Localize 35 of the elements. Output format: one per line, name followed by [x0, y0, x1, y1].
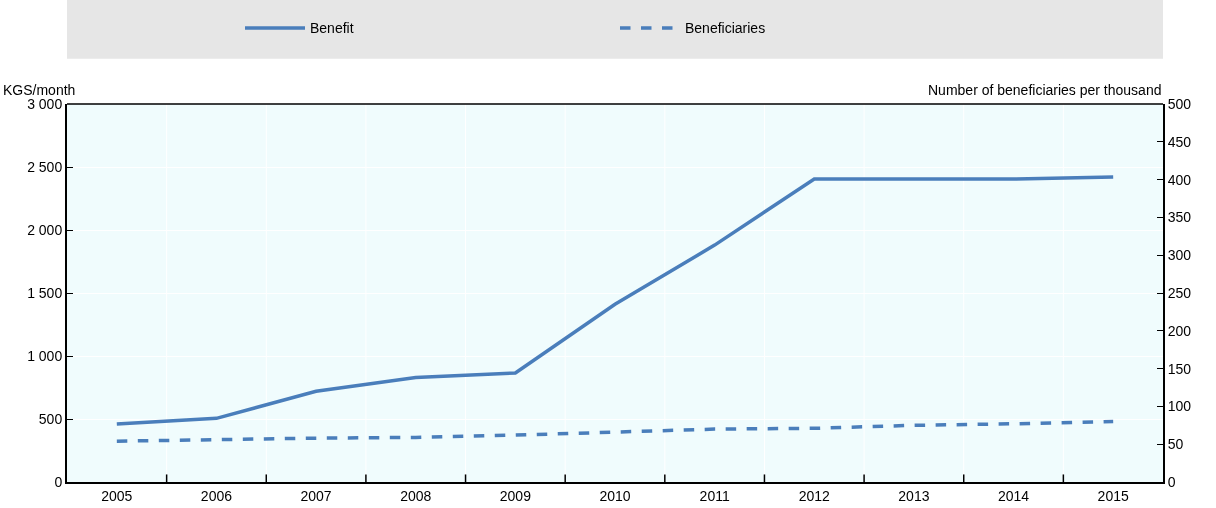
x-tick-label: 2009 — [499, 487, 532, 504]
x-tick-label: 2010 — [599, 487, 631, 504]
y-tick-label: 1 500 — [27, 284, 63, 301]
x-tick-label: 2005 — [101, 487, 133, 504]
y2-tick-label: 500 — [1167, 95, 1192, 112]
y-tick-label: 2 000 — [27, 221, 63, 238]
line-series — [115, 175, 1115, 426]
y2-tick-label: 350 — [1167, 209, 1192, 226]
legend-label: Beneficiaries — [685, 20, 766, 37]
x-tick-label: 2006 — [200, 487, 233, 504]
y2-tick-label: 150 — [1167, 360, 1192, 377]
y2-axis-title: Number of beneficiaries per thousand — [928, 82, 1162, 98]
x-tick-label: 2008 — [400, 487, 432, 504]
y-tick-label: 3 000 — [27, 95, 63, 112]
y2-tick-label: 50 — [1167, 436, 1184, 453]
x-tick-label: 2012 — [798, 487, 831, 504]
y-tick-label: 1 000 — [27, 347, 63, 364]
y2-tick-label: 450 — [1167, 133, 1192, 150]
y-tick-label: 0 — [54, 473, 63, 490]
x-tick-label: 2007 — [300, 487, 332, 504]
legend-label: Benefit — [310, 20, 354, 37]
y2-tick-label: 250 — [1167, 284, 1192, 301]
y2-tick-label: 0 — [1167, 473, 1176, 490]
x-tick-label: 2011 — [699, 487, 730, 504]
x-tick-label: 2015 — [1097, 487, 1129, 504]
x-tick-label: 2013 — [898, 487, 930, 504]
y-tick-label: 2 500 — [27, 158, 63, 175]
y2-tick-label: 100 — [1167, 398, 1192, 415]
y2-tick-label: 200 — [1167, 322, 1192, 339]
y2-tick-label: 300 — [1167, 247, 1192, 264]
y2-tick-label: 400 — [1167, 171, 1192, 188]
y-tick-label: 500 — [38, 410, 63, 427]
x-tick-label: 2014 — [997, 487, 1030, 504]
line-series — [115, 419, 1115, 443]
y-axis-title: KGS/month — [3, 82, 76, 98]
